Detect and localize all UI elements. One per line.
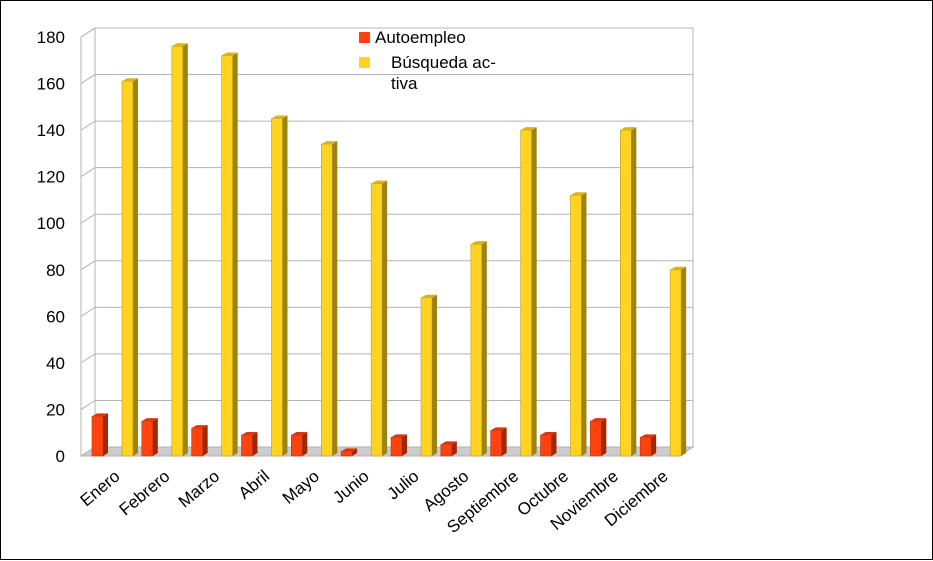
y-tick-label: 60 bbox=[46, 307, 65, 326]
x-tick-label-marzo: Marzo bbox=[175, 467, 223, 512]
x-tick-label-febrero: Febrero bbox=[116, 467, 174, 520]
legend: Autoempleo Búsqueda ac- tiva bbox=[359, 28, 496, 93]
gridline bbox=[80, 353, 693, 364]
bar-autoempleo-octubre bbox=[540, 432, 557, 457]
y-tick-label: 180 bbox=[37, 28, 65, 47]
bar-autoempleo-septiembre bbox=[490, 427, 507, 457]
bar-busqueda-activa-febrero bbox=[171, 43, 188, 457]
bar-busqueda-activa-agosto bbox=[470, 241, 487, 457]
y-tick-label: 100 bbox=[37, 214, 65, 233]
y-tick-label: 160 bbox=[37, 75, 65, 94]
bar-autoempleo-marzo bbox=[191, 425, 208, 457]
bar-busqueda-activa-abril bbox=[271, 115, 288, 457]
bar-busqueda-activa-marzo bbox=[221, 52, 238, 457]
y-tick-label: 20 bbox=[46, 400, 65, 419]
gridline bbox=[80, 167, 693, 178]
bar-autoempleo-diciembre bbox=[639, 434, 657, 457]
legend-swatch-autoempleo bbox=[359, 32, 370, 43]
y-tick-label: 140 bbox=[37, 121, 65, 140]
bar-busqueda-activa-julio bbox=[420, 294, 437, 457]
legend-label-busqueda-activa-line2: tiva bbox=[391, 74, 418, 93]
legend-label-autoempleo: Autoempleo bbox=[375, 28, 466, 47]
bar-busqueda-activa-noviembre bbox=[620, 127, 637, 457]
gridline bbox=[80, 120, 693, 131]
bar-busqueda-activa-septiembre bbox=[520, 127, 537, 457]
bar-autoempleo-noviembre bbox=[590, 418, 607, 457]
bar-autoempleo-enero bbox=[91, 413, 108, 457]
bar-busqueda-activa-junio bbox=[370, 180, 388, 457]
x-tick-label-mayo: Mayo bbox=[279, 467, 323, 508]
bar-busqueda-activa-octubre bbox=[570, 192, 587, 457]
legend-label-busqueda-activa: Búsqueda ac- bbox=[391, 53, 496, 72]
gridline bbox=[80, 260, 693, 271]
gridline bbox=[80, 27, 693, 38]
gridline bbox=[80, 74, 693, 84]
legend-swatch-busqueda-activa bbox=[359, 57, 370, 68]
bar-busqueda-activa-mayo bbox=[321, 141, 338, 457]
y-tick-label: 120 bbox=[37, 168, 65, 187]
bar-busqueda-activa-enero bbox=[121, 78, 138, 457]
bar-busqueda-activa-diciembre bbox=[669, 266, 687, 457]
bar-autoempleo-febrero bbox=[141, 418, 158, 457]
bar-autoempleo-mayo bbox=[291, 432, 308, 457]
x-tick-label-julio: Julio bbox=[384, 467, 423, 504]
x-tick-label-junio: Junio bbox=[329, 467, 372, 508]
bar-autoempleo-junio bbox=[340, 448, 358, 457]
bar-layer bbox=[91, 43, 687, 457]
y-tick-label: 0 bbox=[56, 447, 65, 466]
gridline bbox=[80, 399, 693, 410]
gridline bbox=[80, 306, 693, 317]
bar-autoempleo-abril bbox=[241, 432, 258, 457]
y-tick-label: 80 bbox=[46, 261, 65, 280]
y-tick-label: 40 bbox=[46, 354, 65, 373]
bar-autoempleo-agosto bbox=[440, 441, 457, 457]
bar-autoempleo-julio bbox=[390, 434, 407, 457]
side-wall bbox=[80, 27, 96, 457]
gridline bbox=[80, 213, 693, 224]
x-tick-label-abril: Abril bbox=[235, 467, 273, 503]
